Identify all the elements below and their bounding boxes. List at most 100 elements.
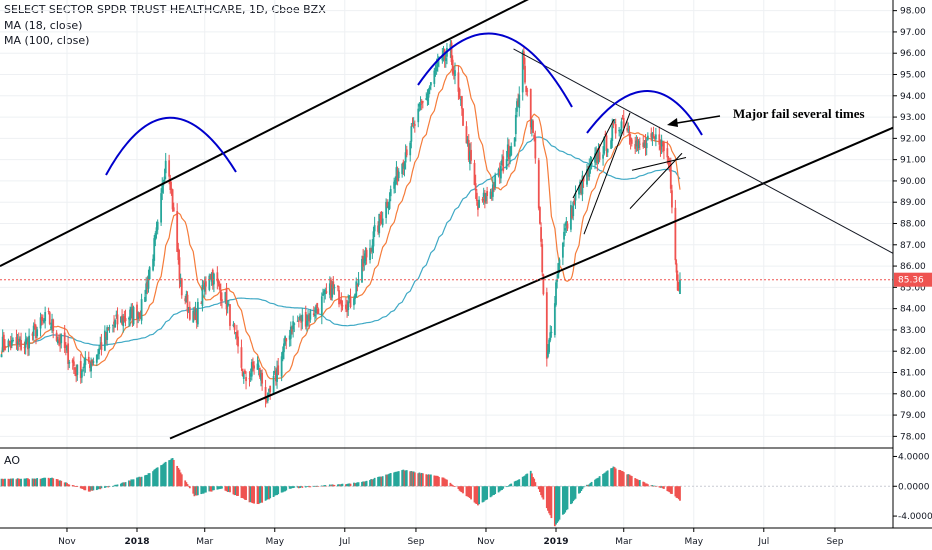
candle-body xyxy=(284,336,286,345)
ao-bar xyxy=(666,486,669,492)
candle-body xyxy=(80,371,83,378)
candle-body xyxy=(427,89,430,98)
ao-bar xyxy=(80,486,83,489)
candle-body xyxy=(454,70,456,76)
candle-body xyxy=(668,160,671,165)
ao-bar xyxy=(582,486,585,488)
ao-bar xyxy=(71,485,74,487)
ao-bar xyxy=(378,476,381,487)
candle-body xyxy=(459,99,462,101)
candle-body xyxy=(419,103,422,105)
candle-body xyxy=(19,338,21,341)
ao-bar xyxy=(371,479,374,487)
candle-body xyxy=(572,202,575,217)
ao-bar xyxy=(2,479,5,487)
ao-bar xyxy=(56,479,59,487)
ao-bar xyxy=(264,486,267,501)
candle-body xyxy=(436,61,439,67)
ao-bar xyxy=(331,484,334,487)
ao-bar xyxy=(59,480,61,487)
ao-bar xyxy=(660,486,663,488)
candle-body xyxy=(218,283,221,290)
ao-bar xyxy=(316,485,319,487)
ao-bar xyxy=(663,486,665,489)
candle-body xyxy=(35,326,37,339)
candle-body xyxy=(505,159,508,170)
ao-bar xyxy=(613,467,616,487)
ao-bar xyxy=(269,486,272,499)
ao-bar xyxy=(333,484,336,487)
ao-bar xyxy=(47,477,50,487)
ao-bar xyxy=(397,471,400,487)
candle-body xyxy=(317,309,320,314)
candle-body xyxy=(594,153,596,163)
candle-body xyxy=(628,131,631,137)
ao-bar xyxy=(671,486,673,494)
candle-body xyxy=(506,144,509,158)
candle-body xyxy=(653,136,656,139)
ao-bar xyxy=(68,484,71,487)
ao-bar xyxy=(242,486,245,499)
candle-body xyxy=(426,93,429,101)
ao-bar xyxy=(388,473,391,487)
candle-body xyxy=(67,343,70,364)
x-tick-label: Mar xyxy=(196,537,213,547)
candle-body xyxy=(193,312,196,319)
candle-body xyxy=(521,51,524,93)
ao-bar xyxy=(564,486,567,513)
candle-body xyxy=(36,329,39,337)
ao-bar xyxy=(483,486,486,501)
candle-body xyxy=(396,170,399,182)
ao-bar xyxy=(185,482,188,487)
ao-bar xyxy=(336,484,339,487)
candle-body xyxy=(509,153,511,157)
ao-bar xyxy=(458,486,461,491)
candle-body xyxy=(152,258,154,271)
candle-body xyxy=(663,142,665,152)
ao-bar xyxy=(323,485,326,487)
candle-body xyxy=(371,245,374,252)
candle-body xyxy=(553,303,556,336)
ao-bar xyxy=(100,486,103,489)
ma100-legend[interactable]: MA (100, close) xyxy=(4,34,90,47)
ao-bar xyxy=(24,478,27,487)
candle-body xyxy=(435,66,438,72)
candle-body xyxy=(301,314,304,322)
ao-bar xyxy=(510,483,513,487)
candle-body xyxy=(547,350,549,357)
y-tick-label: 86.00 xyxy=(900,262,926,272)
candle-body xyxy=(634,144,637,149)
ao-bar xyxy=(304,486,307,488)
candle-body xyxy=(428,86,431,90)
candle-body xyxy=(674,207,677,261)
candle-body xyxy=(50,326,52,328)
candle-body xyxy=(325,291,328,293)
ao-legend[interactable]: AO xyxy=(4,454,20,467)
candle-body xyxy=(217,279,220,284)
ao-bar xyxy=(98,486,101,489)
ma18-legend[interactable]: MA (18, close) xyxy=(4,19,83,32)
ao-bar xyxy=(89,486,91,492)
ao-bar xyxy=(579,486,582,493)
candle-body xyxy=(425,98,428,100)
candle-body xyxy=(63,332,66,348)
ao-bar xyxy=(493,486,495,495)
candle-body xyxy=(315,305,317,313)
candle-body xyxy=(2,334,5,349)
candle-body xyxy=(669,163,672,189)
ao-bar xyxy=(653,485,656,487)
annotation-arrow xyxy=(667,115,721,127)
ao-bar xyxy=(369,480,371,487)
candle-body xyxy=(636,139,639,146)
ao-bar xyxy=(563,486,565,514)
candle-body xyxy=(292,321,295,330)
ao-bar xyxy=(602,474,604,487)
candle-body xyxy=(140,299,143,321)
candle-body xyxy=(233,324,236,330)
candle-body xyxy=(646,135,649,140)
ao-bar xyxy=(28,479,30,487)
last-price-label: 85.36 xyxy=(898,276,924,286)
candle-body xyxy=(364,253,367,261)
candle-body xyxy=(539,207,541,224)
